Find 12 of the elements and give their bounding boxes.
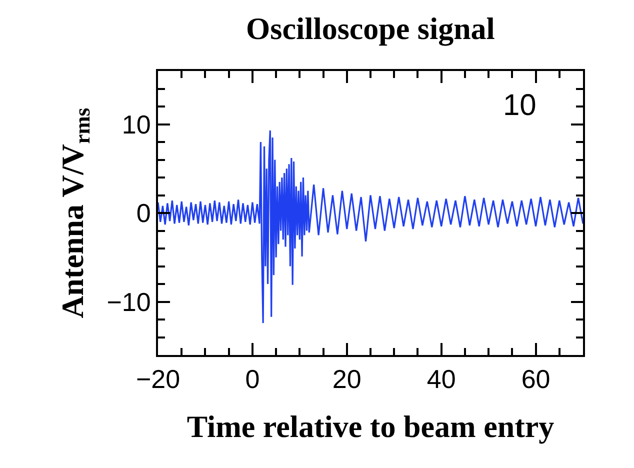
x-tick-label: −20	[136, 364, 180, 394]
x-tick-label: 40	[426, 364, 456, 394]
x-tick-label: 60	[521, 364, 550, 394]
y-tick-label: −10	[106, 286, 151, 317]
line-series	[158, 130, 583, 324]
y-tick-label: 0	[136, 198, 151, 228]
x-axis-title: Time relative to beam entry	[186, 408, 555, 444]
y-tick-label: 10	[122, 109, 151, 140]
chart-title: Oscilloscope signal	[246, 10, 496, 46]
x-tick-label: 0	[245, 364, 260, 394]
annotation: 10	[503, 89, 536, 122]
x-tick-label: 20	[332, 364, 362, 394]
